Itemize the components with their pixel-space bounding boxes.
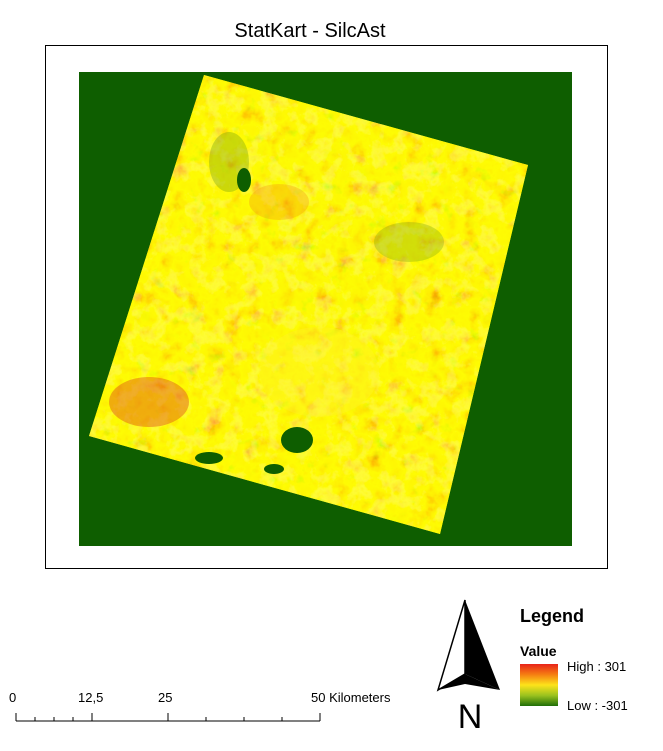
legend-high-label: High : 301: [567, 659, 627, 674]
legend-low-label: Low : -301: [567, 698, 628, 713]
lake: [237, 168, 251, 192]
lake: [264, 464, 284, 474]
scale-tick-label: 12,5: [78, 690, 104, 705]
legend-heading: Legend: [520, 606, 585, 626]
legend-color-ramp: [520, 664, 558, 706]
map-title: StatKart - SilcAst: [234, 20, 386, 42]
map-frame: [45, 45, 608, 569]
scale-tick-label: 0: [9, 690, 17, 705]
raster-map: [79, 72, 572, 546]
legend-field: Value: [520, 643, 557, 659]
scale-tick-label: 50 Kilometers: [311, 690, 391, 705]
lake: [281, 427, 313, 453]
north-arrow-icon: N: [436, 599, 500, 733]
scale-bar-graphic: [15, 713, 321, 722]
scale-tick-label: 25: [158, 690, 173, 705]
north-letter: N: [458, 698, 483, 733]
scale-bar: 0 12,5 25 50 Kilometers: [0, 690, 420, 730]
lake: [195, 452, 223, 464]
